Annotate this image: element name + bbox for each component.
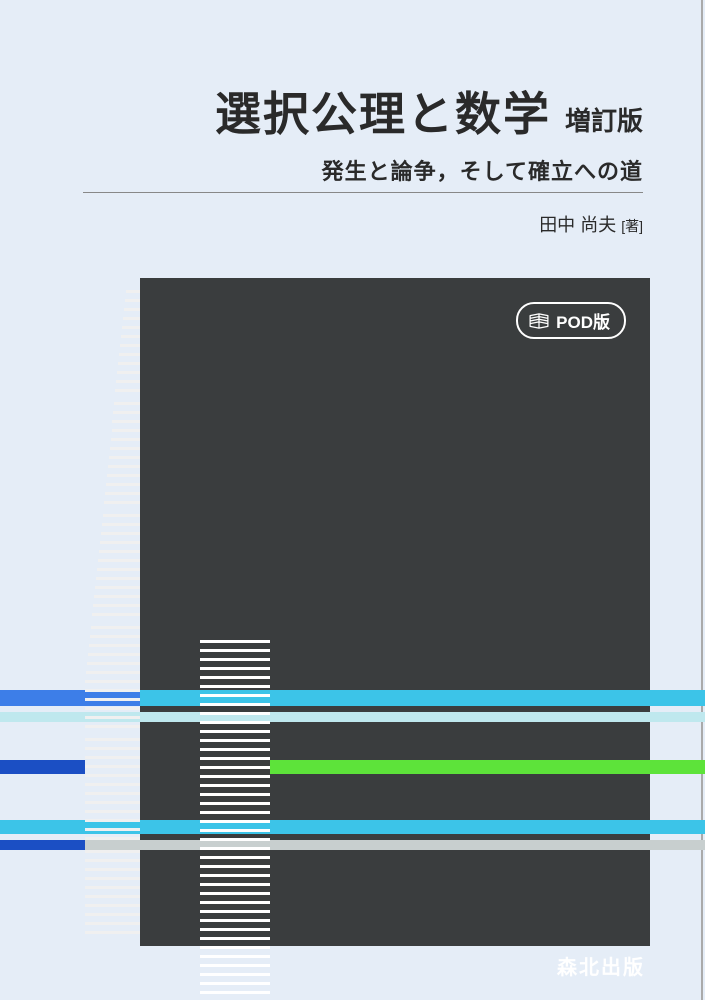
- color-band-4: [0, 760, 85, 774]
- color-band-3: [270, 760, 705, 774]
- ladder-l2: [200, 640, 270, 1000]
- book-edition: 増訂版: [565, 101, 643, 138]
- header-block: 選択公理と数学 増訂版 発生と論争，そして確立への道 田中 尚夫 [著]: [83, 78, 643, 237]
- ladder-l1: [85, 290, 140, 940]
- book-subtitle: 発生と論争，そして確立への道: [83, 154, 643, 186]
- publisher-name: 森北出版: [557, 951, 645, 980]
- book-icon: [528, 313, 550, 329]
- color-band-7: [0, 840, 85, 850]
- pod-badge: POD版: [516, 302, 626, 339]
- author-line: 田中 尚夫 [著]: [83, 211, 643, 237]
- author-role: [著]: [621, 218, 643, 234]
- pod-badge-label: POD版: [556, 308, 610, 333]
- header-rule: [83, 192, 643, 193]
- page-right-border: [701, 0, 703, 1000]
- book-title: 選択公理と数学: [215, 78, 551, 144]
- author-name: 田中 尚夫: [539, 215, 616, 235]
